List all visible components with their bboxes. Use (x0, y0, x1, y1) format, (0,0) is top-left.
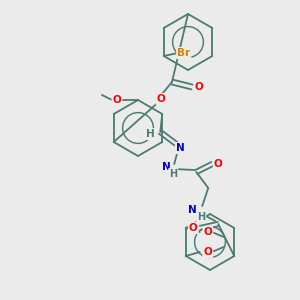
Text: H: H (169, 169, 177, 179)
Text: O: O (214, 159, 223, 169)
Text: H: H (197, 212, 205, 222)
Text: O: O (203, 227, 212, 237)
Text: H: H (146, 129, 154, 139)
Text: O: O (157, 94, 165, 104)
Text: N: N (162, 162, 171, 172)
Text: Br: Br (177, 48, 190, 58)
Text: O: O (203, 247, 212, 257)
Text: O: O (112, 95, 122, 105)
Text: O: O (189, 223, 198, 233)
Text: N: N (176, 143, 184, 153)
Text: N: N (188, 205, 197, 215)
Text: O: O (195, 82, 203, 92)
